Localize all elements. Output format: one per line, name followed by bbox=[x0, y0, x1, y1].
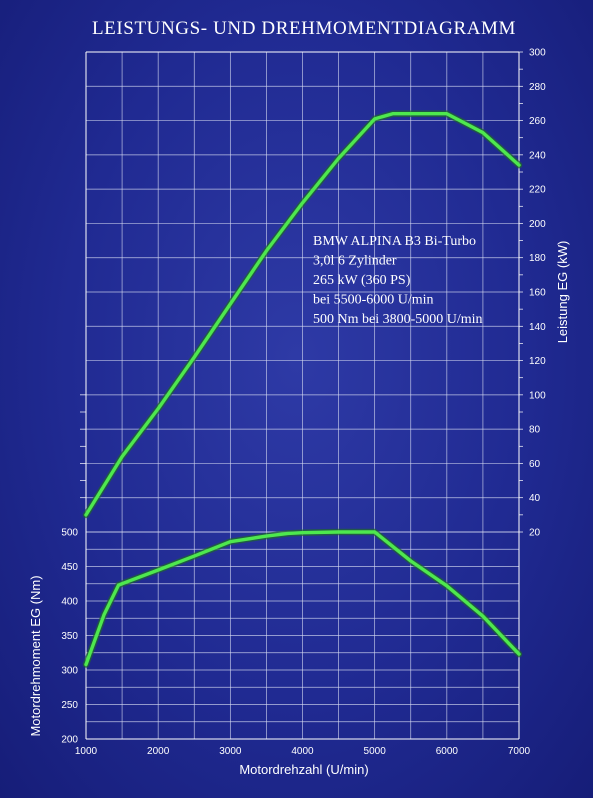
power-tick-label: 180 bbox=[529, 253, 546, 264]
power-tick-label: 120 bbox=[529, 356, 546, 367]
torque-tick-label: 500 bbox=[61, 528, 78, 539]
x-tick-label: 2000 bbox=[147, 746, 170, 757]
power-tick-label: 40 bbox=[529, 493, 541, 504]
torque-tick-label: 300 bbox=[61, 666, 78, 677]
power-tick-label: 20 bbox=[529, 528, 541, 539]
tick-labels: 1000 2000 3000 4000 5000 6000 7000 20 40 60 80 100 1… bbox=[61, 48, 546, 758]
power-tick-label: 300 bbox=[529, 48, 546, 59]
specs-line: 500 Nm bei 3800-5000 U/min bbox=[313, 312, 483, 327]
torque-axis-label: Motordrehmoment EG (Nm) bbox=[28, 575, 43, 736]
x-tick-label: 6000 bbox=[436, 746, 459, 757]
specs-line: bei 5500-6000 U/min bbox=[313, 293, 434, 308]
power-tick-label: 60 bbox=[529, 459, 541, 470]
specs-line: BMW ALPINA B3 Bi-Turbo bbox=[313, 234, 476, 249]
power-tick-label: 200 bbox=[529, 219, 546, 230]
specs-annotation: BMW ALPINA B3 Bi-Turbo 3,0l 6 Zylinder 265… bbox=[313, 234, 483, 327]
x-tick-label: 3000 bbox=[219, 746, 242, 757]
torque-tick-label: 200 bbox=[61, 735, 78, 746]
power-tick-label: 220 bbox=[529, 185, 546, 196]
x-tick-label: 4000 bbox=[291, 746, 314, 757]
specs-line: 3,0l 6 Zylinder bbox=[313, 254, 397, 269]
power-tick-label: 240 bbox=[529, 150, 546, 161]
torque-tick-label: 350 bbox=[61, 631, 78, 642]
power-tick-label: 160 bbox=[529, 288, 546, 299]
power-tick-label: 260 bbox=[529, 116, 546, 127]
chart-title: LEISTUNGS- UND DREHMOMENTDIAGRAMM bbox=[92, 18, 516, 39]
x-axis-label: Motordrehzahl (U/min) bbox=[239, 762, 368, 777]
power-tick-label: 80 bbox=[529, 425, 541, 436]
specs-line: 265 kW (360 PS) bbox=[313, 273, 411, 288]
x-tick-label: 5000 bbox=[364, 746, 387, 757]
power-tick-label: 280 bbox=[529, 82, 546, 93]
power-tick-label: 140 bbox=[529, 322, 546, 333]
grid bbox=[80, 51, 523, 740]
torque-tick-label: 450 bbox=[61, 562, 78, 573]
power-curve bbox=[84, 112, 521, 517]
x-tick-label: 7000 bbox=[508, 746, 531, 757]
x-tick-label: 1000 bbox=[75, 746, 98, 757]
power-axis-label: Leistung EG (kW) bbox=[555, 241, 570, 344]
torque-tick-label: 400 bbox=[61, 597, 78, 608]
power-tick-label: 100 bbox=[529, 390, 546, 401]
series-lines bbox=[82, 110, 523, 668]
torque-tick-label: 250 bbox=[61, 700, 78, 711]
